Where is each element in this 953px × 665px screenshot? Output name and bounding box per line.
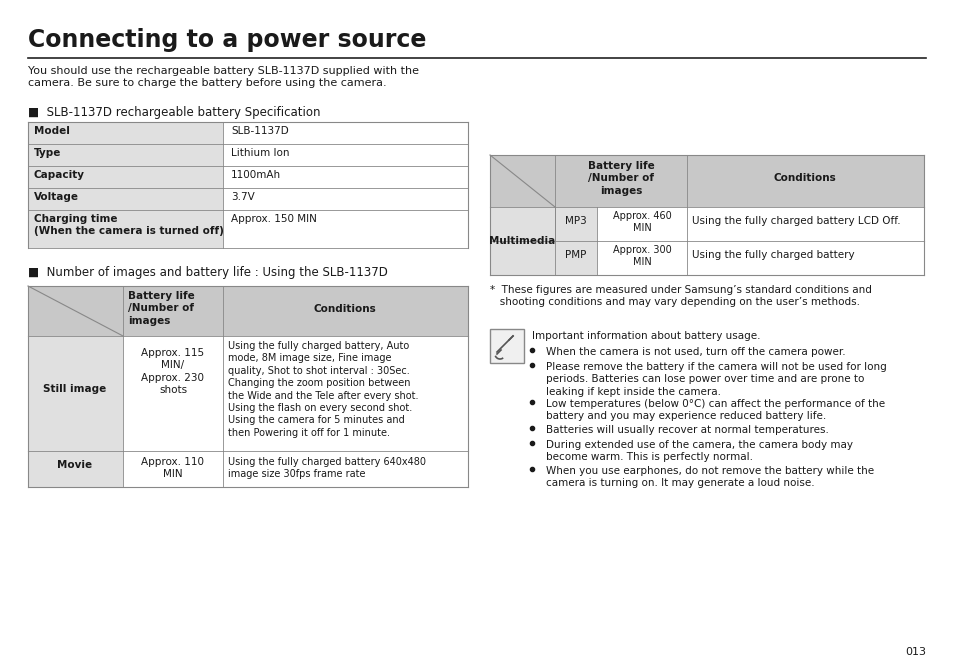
- Text: ■  SLB-1137D rechargeable battery Specification: ■ SLB-1137D rechargeable battery Specifi…: [28, 106, 320, 119]
- Bar: [28, 210, 223, 248]
- Bar: [223, 210, 468, 248]
- Bar: [28, 336, 123, 451]
- Text: Charging time
(When the camera is turned off): Charging time (When the camera is turned…: [34, 214, 224, 236]
- Text: When the camera is not used, turn off the camera power.: When the camera is not used, turn off th…: [545, 347, 844, 357]
- Text: Please remove the battery if the camera will not be used for long
periods. Batte: Please remove the battery if the camera …: [545, 362, 886, 397]
- Text: *  These figures are measured under Samsung’s standard conditions and
   shootin: * These figures are measured under Samsu…: [490, 285, 871, 307]
- Text: Movie: Movie: [57, 460, 92, 470]
- Text: PMP: PMP: [565, 250, 586, 260]
- Text: Conditions: Conditions: [773, 173, 836, 183]
- Bar: [223, 144, 468, 166]
- Text: Approx. 300
MIN: Approx. 300 MIN: [612, 245, 671, 267]
- Text: Approx. 150 MIN: Approx. 150 MIN: [231, 214, 316, 224]
- Bar: [223, 336, 468, 451]
- Bar: [223, 122, 468, 144]
- Bar: [123, 286, 223, 336]
- Text: Approx. 110
MIN: Approx. 110 MIN: [141, 457, 204, 479]
- Bar: [597, 241, 686, 275]
- Text: You should use the rechargeable battery SLB-1137D supplied with the
camera. Be s: You should use the rechargeable battery …: [28, 66, 418, 88]
- Text: Multimedia: Multimedia: [488, 236, 555, 246]
- Text: Lithium Ion: Lithium Ion: [231, 148, 289, 158]
- Bar: [555, 155, 686, 207]
- Text: During extended use of the camera, the camera body may
become warm. This is perf: During extended use of the camera, the c…: [545, 440, 852, 462]
- Bar: [490, 329, 523, 363]
- Text: Model: Model: [34, 126, 70, 136]
- Text: 013: 013: [904, 647, 925, 657]
- Bar: [28, 286, 123, 336]
- Text: 1100mAh: 1100mAh: [231, 170, 281, 180]
- Bar: [223, 188, 468, 210]
- Text: Voltage: Voltage: [34, 192, 79, 202]
- Text: Important information about battery usage.: Important information about battery usag…: [532, 331, 760, 341]
- Bar: [223, 451, 468, 487]
- Bar: [123, 336, 223, 451]
- Bar: [28, 166, 223, 188]
- Bar: [223, 166, 468, 188]
- Text: Low temperatures (below 0°C) can affect the performance of the
battery and you m: Low temperatures (below 0°C) can affect …: [545, 399, 884, 422]
- Text: SLB-1137D: SLB-1137D: [231, 126, 289, 136]
- Bar: [686, 241, 923, 275]
- Bar: [555, 241, 597, 275]
- Bar: [123, 451, 223, 487]
- Text: 3.7V: 3.7V: [231, 192, 254, 202]
- Bar: [28, 188, 223, 210]
- Bar: [28, 451, 123, 487]
- Bar: [28, 122, 223, 144]
- Bar: [28, 144, 223, 166]
- Text: Using the fully charged battery: Using the fully charged battery: [691, 250, 854, 260]
- Text: Using the fully charged battery 640x480
image size 30fps frame rate: Using the fully charged battery 640x480 …: [228, 457, 426, 479]
- Text: Connecting to a power source: Connecting to a power source: [28, 28, 426, 52]
- Text: Battery life
/Number of
images: Battery life /Number of images: [128, 291, 194, 326]
- Text: Battery life
/Number of
images: Battery life /Number of images: [587, 161, 654, 196]
- Text: Conditions: Conditions: [314, 304, 376, 314]
- Text: Batteries will usually recover at normal temperatures.: Batteries will usually recover at normal…: [545, 425, 828, 435]
- Bar: [686, 207, 923, 241]
- Bar: [490, 241, 555, 275]
- Text: When you use earphones, do not remove the battery while the
camera is turning on: When you use earphones, do not remove th…: [545, 466, 873, 488]
- Bar: [223, 286, 468, 336]
- Bar: [686, 155, 923, 207]
- Text: Approx. 115
MIN/
Approx. 230
shots: Approx. 115 MIN/ Approx. 230 shots: [141, 348, 204, 395]
- Bar: [490, 155, 555, 207]
- Text: ■  Number of images and battery life : Using the SLB-1137D: ■ Number of images and battery life : Us…: [28, 266, 388, 279]
- Text: Type: Type: [34, 148, 61, 158]
- Bar: [490, 207, 555, 241]
- Text: Using the fully charged battery, Auto
mode, 8M image size, Fine image
quality, S: Using the fully charged battery, Auto mo…: [228, 341, 418, 438]
- Text: Capacity: Capacity: [34, 170, 85, 180]
- Text: Using the fully charged battery LCD Off.: Using the fully charged battery LCD Off.: [691, 216, 900, 226]
- Text: MP3: MP3: [564, 216, 586, 226]
- Bar: [597, 207, 686, 241]
- Text: Approx. 460
MIN: Approx. 460 MIN: [612, 211, 671, 233]
- Text: Still image: Still image: [43, 384, 107, 394]
- Bar: [555, 207, 597, 241]
